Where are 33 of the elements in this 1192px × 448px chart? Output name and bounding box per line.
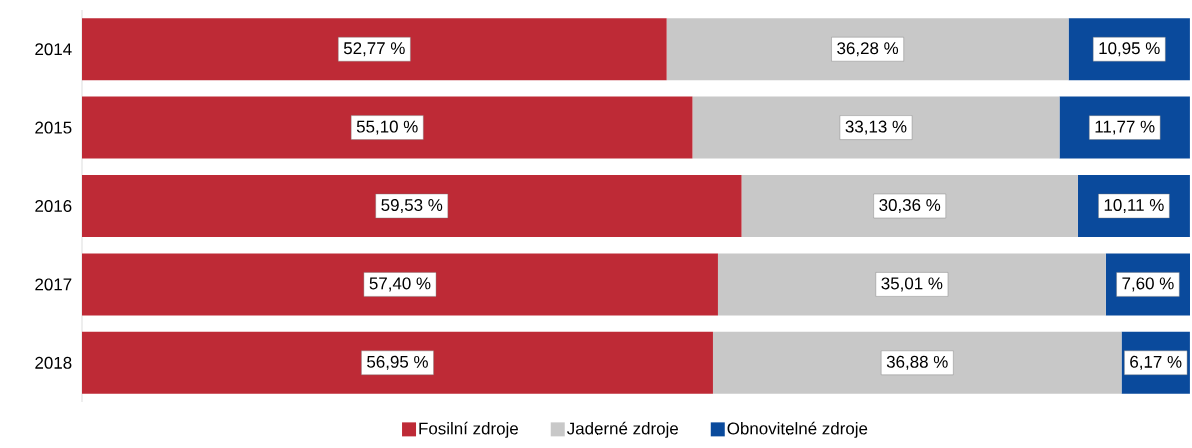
data-label: 7,60 % [1122, 277, 1174, 292]
legend-label: Jaderné zdroje [567, 421, 678, 438]
data-label: 6,17 % [1130, 355, 1182, 370]
bar [666, 18, 1069, 81]
data-label: 57,40 % [369, 277, 431, 292]
y-tick-label: 2017 [35, 278, 72, 291]
bar [82, 253, 718, 316]
y-tick-label: 2014 [35, 43, 72, 56]
bar [82, 18, 667, 81]
bar [741, 175, 1078, 238]
data-label: 30,36 % [879, 199, 941, 213]
data-label: 55,10 % [356, 120, 418, 135]
data-label: 33,13 % [845, 120, 907, 135]
data-label: 10,11 % [1104, 199, 1164, 213]
y-tick-label: 2015 [35, 121, 72, 134]
bar [717, 253, 1106, 316]
data-label: 36,28 % [837, 42, 899, 57]
bar [712, 331, 1122, 394]
bar [82, 175, 742, 238]
data-label: 11,77 % [1095, 120, 1155, 135]
data-label: 59,53 % [381, 199, 443, 213]
data-label: 35,01 % [881, 277, 943, 292]
data-label: 36,88 % [886, 355, 948, 370]
bar [82, 96, 693, 159]
y-tick-label: 2016 [35, 200, 72, 213]
bar [82, 331, 713, 394]
data-label: 10,95 % [1099, 42, 1160, 57]
y-tick-label: 2018 [35, 356, 72, 369]
legend-label: Obnovitelné zdroje [727, 421, 868, 438]
legend-label: Fosilní zdroje [419, 421, 518, 438]
data-label: 52,77 % [343, 42, 405, 57]
bar [692, 96, 1060, 159]
data-label: 56,95 % [367, 355, 428, 370]
